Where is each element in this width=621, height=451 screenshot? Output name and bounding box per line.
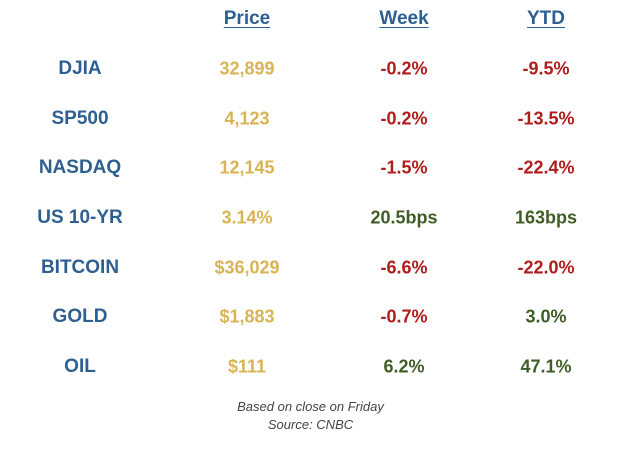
ytd-change: 3.0% — [525, 306, 567, 327]
asset-price: $111 — [227, 356, 267, 377]
asset-price: $36,029 — [214, 257, 280, 278]
asset-name: US 10-YR — [37, 206, 123, 228]
weekly-change: -0.7% — [380, 306, 428, 327]
ytd-change: -9.5% — [522, 58, 570, 79]
weekly-change: -1.5% — [380, 157, 428, 178]
asset-price: 32,899 — [219, 58, 275, 79]
table-row: SP500 4,123 -0.2% -13.5% — [0, 94, 621, 144]
weekly-change: -0.2% — [380, 108, 428, 129]
ytd-change: -13.5% — [517, 108, 575, 129]
ytd-change: 47.1% — [520, 356, 572, 377]
asset-price: $1,883 — [219, 306, 275, 327]
table-row: NASDAQ 12,145 -1.5% -22.4% — [0, 143, 621, 193]
asset-name: SP500 — [51, 107, 109, 129]
footnote: Based on close on Friday Source: CNBC — [0, 398, 621, 434]
footnote-source: Source: CNBC — [267, 417, 354, 432]
ytd-change: 163bps — [514, 207, 578, 228]
table-row: GOLD $1,883 -0.7% 3.0% — [0, 292, 621, 342]
table-row: OIL $111 6.2% 47.1% — [0, 342, 621, 392]
column-header-week: Week — [379, 8, 429, 29]
weekly-change: -6.6% — [380, 257, 428, 278]
asset-price: 4,123 — [224, 108, 270, 129]
table-row: BITCOIN $36,029 -6.6% -22.0% — [0, 243, 621, 293]
market-table: DJIA 32,899 -0.2% -9.5% SP500 4,123 -0.2% -13.5… — [0, 44, 621, 392]
asset-price: 12,145 — [219, 157, 275, 178]
weekly-change: -0.2% — [380, 58, 428, 79]
footnote-basis: Based on close on Friday — [237, 399, 384, 414]
asset-name: OIL — [64, 355, 96, 377]
asset-name: BITCOIN — [40, 256, 120, 278]
column-header-price: Price — [223, 8, 271, 29]
ytd-change: -22.0% — [517, 257, 575, 278]
asset-name: NASDAQ — [38, 157, 122, 179]
asset-price: 3.14% — [221, 207, 273, 228]
weekly-change: 6.2% — [383, 356, 425, 377]
asset-name: GOLD — [52, 306, 108, 328]
weekly-change: 20.5bps — [370, 207, 438, 228]
ytd-change: -22.4% — [517, 157, 575, 178]
column-header-ytd: YTD — [527, 8, 565, 29]
table-row: DJIA 32,899 -0.2% -9.5% — [0, 44, 621, 94]
table-row: US 10-YR 3.14% 20.5bps 163bps — [0, 193, 621, 243]
asset-name: DJIA — [58, 57, 102, 79]
